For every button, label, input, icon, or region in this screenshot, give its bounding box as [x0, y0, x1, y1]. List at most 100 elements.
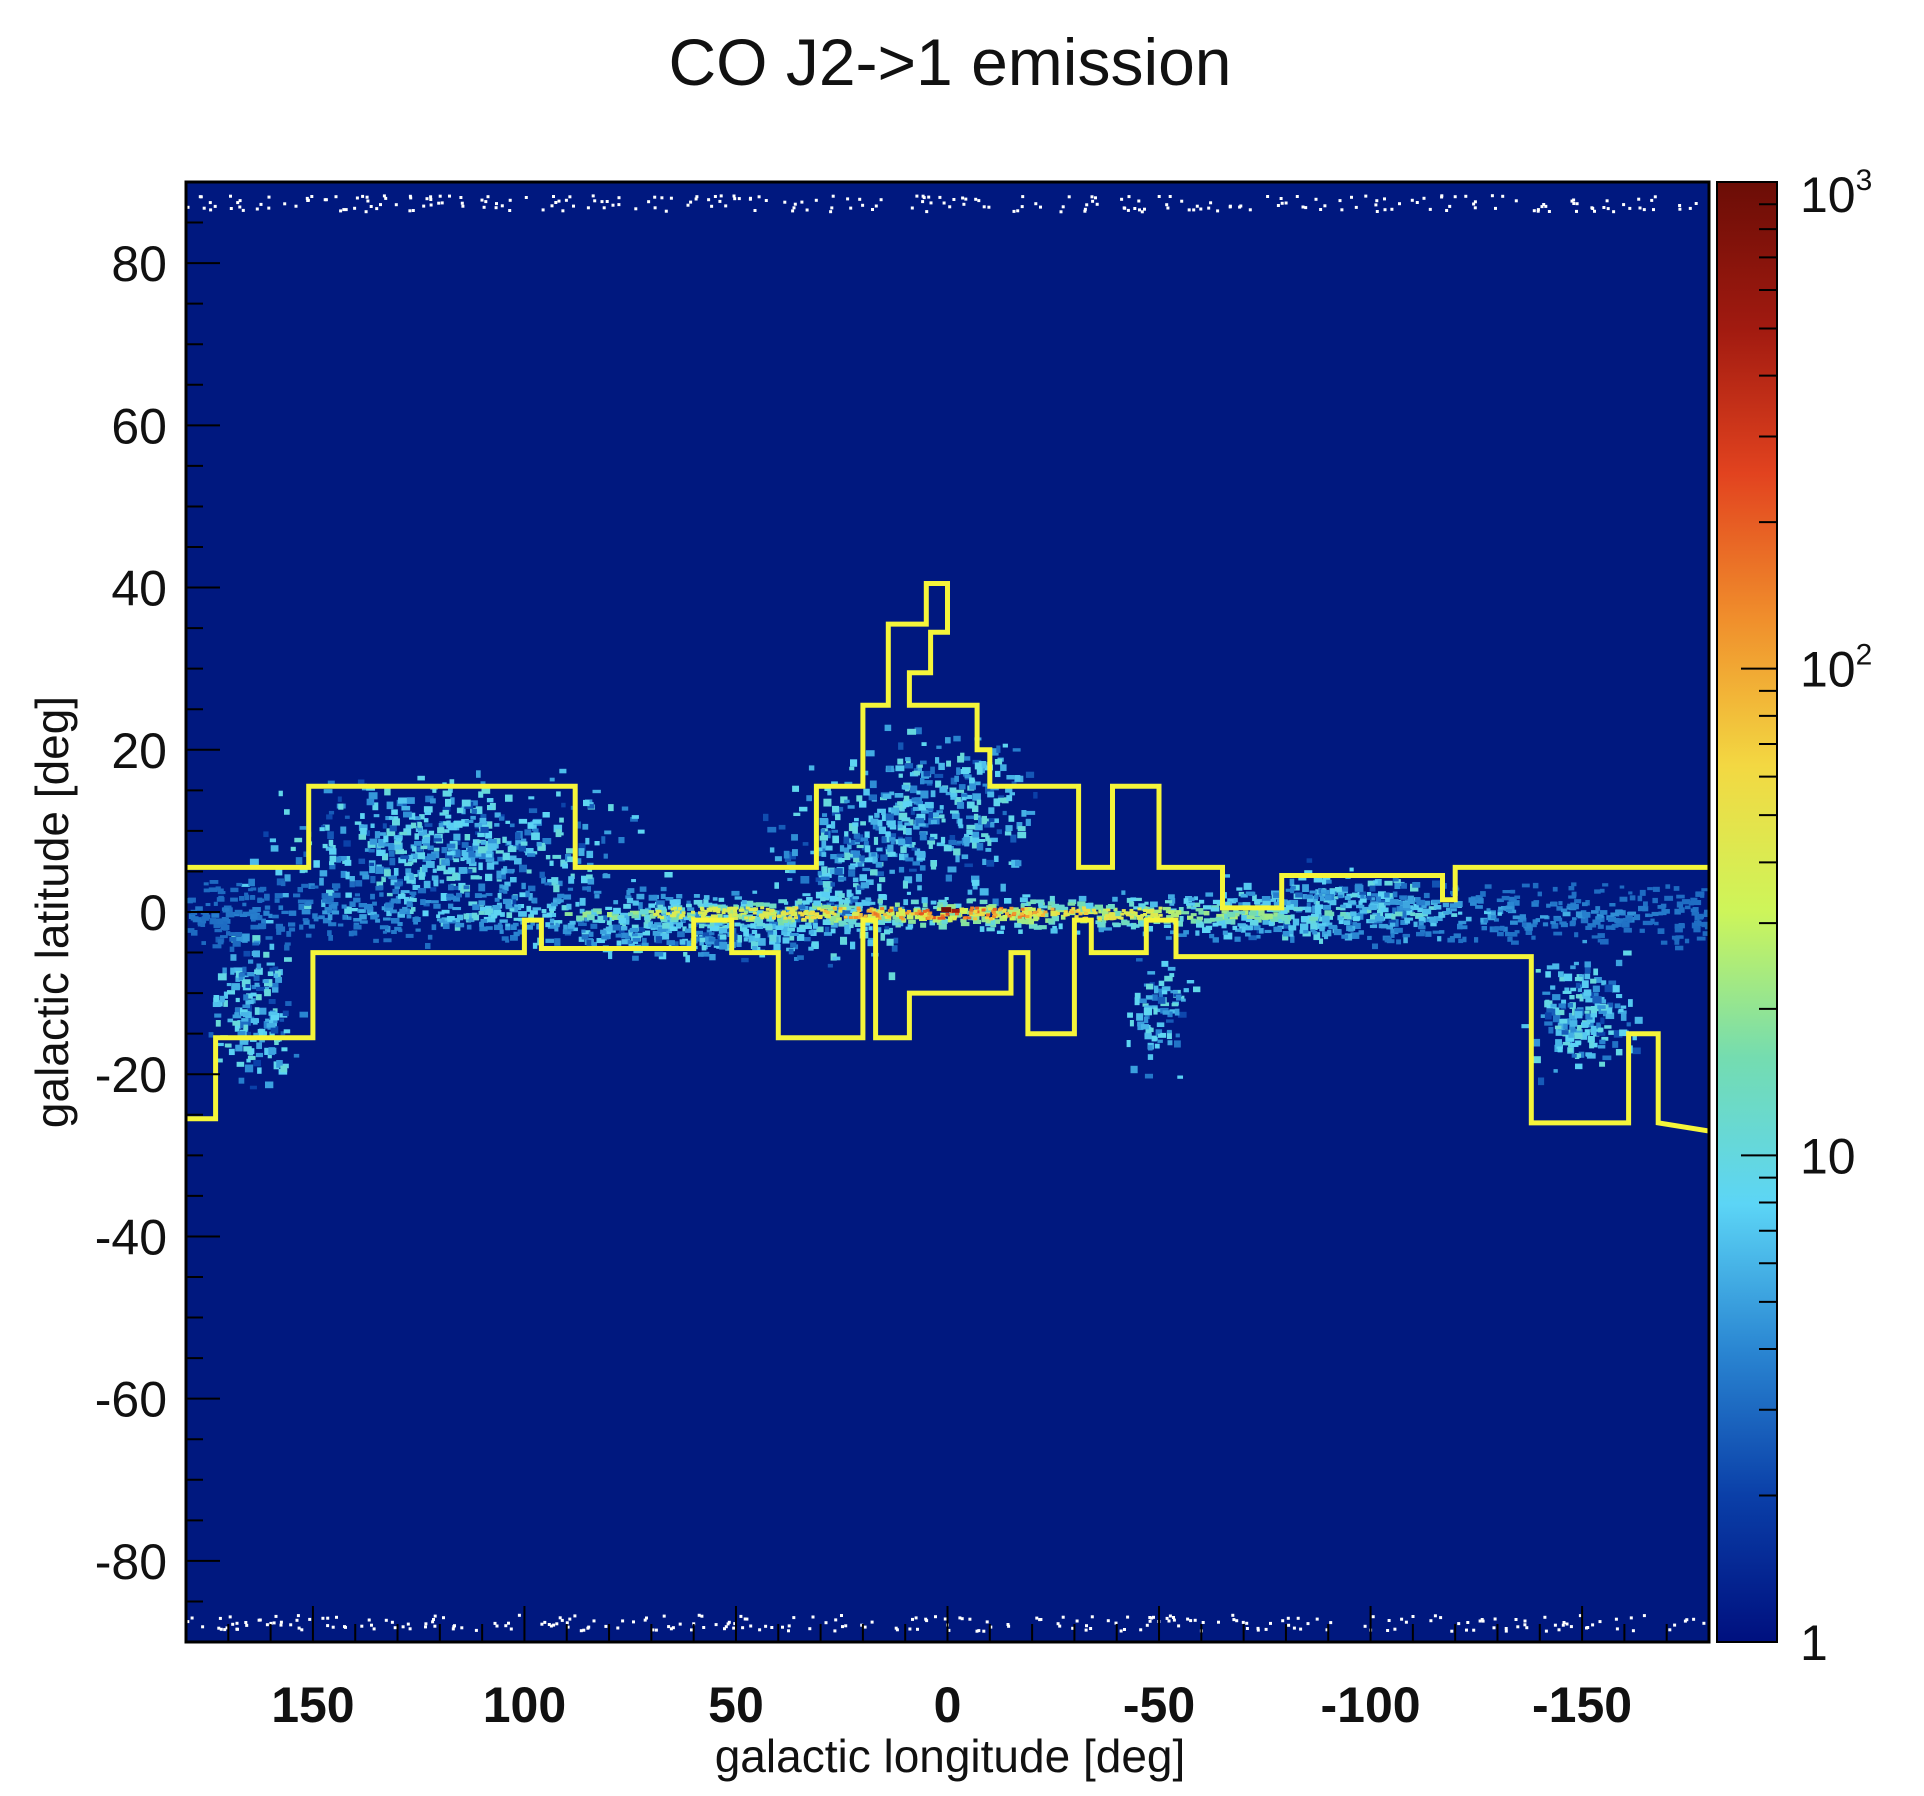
mask-pixel [509, 1627, 513, 1631]
emission-pixel [888, 972, 896, 981]
emission-pixel [699, 937, 708, 943]
emission-pixel [815, 891, 823, 899]
emission-pixel [1484, 884, 1492, 889]
mask-pixel [1256, 1626, 1260, 1630]
emission-pixel [1542, 991, 1551, 995]
emission-pixel [532, 942, 538, 949]
emission-pixel [263, 831, 269, 838]
emission-pixel [1552, 886, 1558, 892]
emission-pixel [1290, 914, 1295, 920]
emission-pixel [1429, 916, 1436, 923]
mask-pixel [948, 205, 952, 209]
emission-pixel [213, 901, 218, 906]
emission-pixel [903, 802, 908, 808]
emission-pixel [919, 865, 926, 871]
chart-title: CO J2->1 emission [668, 25, 1231, 99]
emission-pixel [1327, 929, 1332, 937]
emission-pixel [470, 815, 476, 820]
emission-pixel [1578, 1051, 1585, 1058]
emission-pixel [868, 926, 873, 931]
emission-pixel [1180, 911, 1190, 915]
emission-pixel [666, 916, 673, 924]
emission-pixel [1148, 1044, 1153, 1051]
emission-pixel [1004, 831, 1012, 836]
emission-pixel [235, 997, 240, 1003]
emission-pixel [929, 837, 935, 841]
emission-pixel [452, 872, 458, 881]
emission-pixel [1249, 910, 1257, 916]
emission-pixel [509, 908, 515, 912]
emission-pixel [752, 911, 757, 915]
emission-pixel [915, 818, 925, 826]
emission-pixel [1519, 917, 1527, 922]
emission-pixel [1620, 1013, 1627, 1021]
emission-pixel [641, 942, 649, 948]
emission-pixel [1546, 965, 1554, 970]
emission-pixel [842, 906, 847, 910]
emission-pixel [1009, 792, 1016, 796]
emission-pixel [1313, 919, 1319, 926]
emission-pixel [1570, 965, 1576, 970]
emission-pixel [897, 801, 903, 806]
emission-pixel [285, 1001, 292, 1006]
emission-pixel [791, 834, 798, 841]
emission-pixel [1545, 999, 1550, 1005]
mask-pixel [500, 204, 504, 208]
emission-pixel [911, 847, 917, 851]
emission-pixel [479, 817, 487, 824]
emission-pixel [981, 816, 987, 825]
emission-pixel [255, 994, 262, 1001]
emission-pixel [566, 848, 574, 854]
emission-pixel [1157, 1039, 1163, 1043]
emission-pixel [1348, 928, 1354, 932]
mask-pixel [605, 200, 609, 203]
emission-pixel [1533, 900, 1540, 904]
emission-pixel [436, 865, 446, 871]
emission-pixel [1091, 908, 1096, 912]
emission-pixel [1507, 901, 1515, 907]
emission-pixel [1136, 1013, 1144, 1021]
emission-pixel [1222, 930, 1228, 935]
emission-pixel [1162, 1010, 1170, 1015]
emission-pixel [538, 842, 545, 851]
emission-pixel [751, 902, 757, 906]
emission-pixel [325, 900, 333, 905]
emission-pixel [637, 829, 645, 834]
emission-pixel [245, 984, 251, 988]
emission-pixel [682, 926, 687, 932]
emission-pixel [1085, 902, 1094, 909]
emission-pixel [1514, 900, 1520, 906]
mask-pixel [364, 210, 368, 214]
mask-pixel [495, 202, 498, 206]
emission-pixel [992, 898, 999, 906]
emission-pixel [302, 918, 309, 922]
emission-pixel [874, 812, 880, 818]
emission-pixel [303, 904, 312, 910]
mask-pixel [1543, 1615, 1547, 1619]
emission-pixel [1274, 893, 1283, 897]
emission-pixel [688, 923, 694, 929]
emission-pixel [1119, 916, 1124, 920]
emission-pixel [330, 902, 339, 906]
emission-pixel [431, 900, 439, 904]
emission-pixel [399, 908, 406, 915]
emission-pixel [1519, 914, 1526, 920]
emission-pixel [242, 1004, 250, 1009]
emission-pixel [403, 811, 412, 818]
emission-pixel [1587, 1036, 1595, 1043]
emission-pixel [950, 793, 958, 797]
mask-pixel [914, 1616, 918, 1620]
emission-pixel [962, 916, 967, 920]
emission-pixel [248, 1051, 254, 1056]
emission-pixel [378, 832, 386, 836]
emission-pixel [1025, 915, 1030, 918]
mask-pixel [379, 203, 382, 207]
emission-pixel [994, 759, 1003, 765]
emission-pixel [266, 962, 275, 966]
emission-pixel [728, 914, 737, 920]
mask-pixel [474, 1628, 478, 1632]
emission-pixel [263, 910, 270, 916]
mask-pixel [654, 1628, 658, 1632]
emission-pixel [476, 876, 482, 880]
mask-pixel [1232, 1618, 1236, 1622]
